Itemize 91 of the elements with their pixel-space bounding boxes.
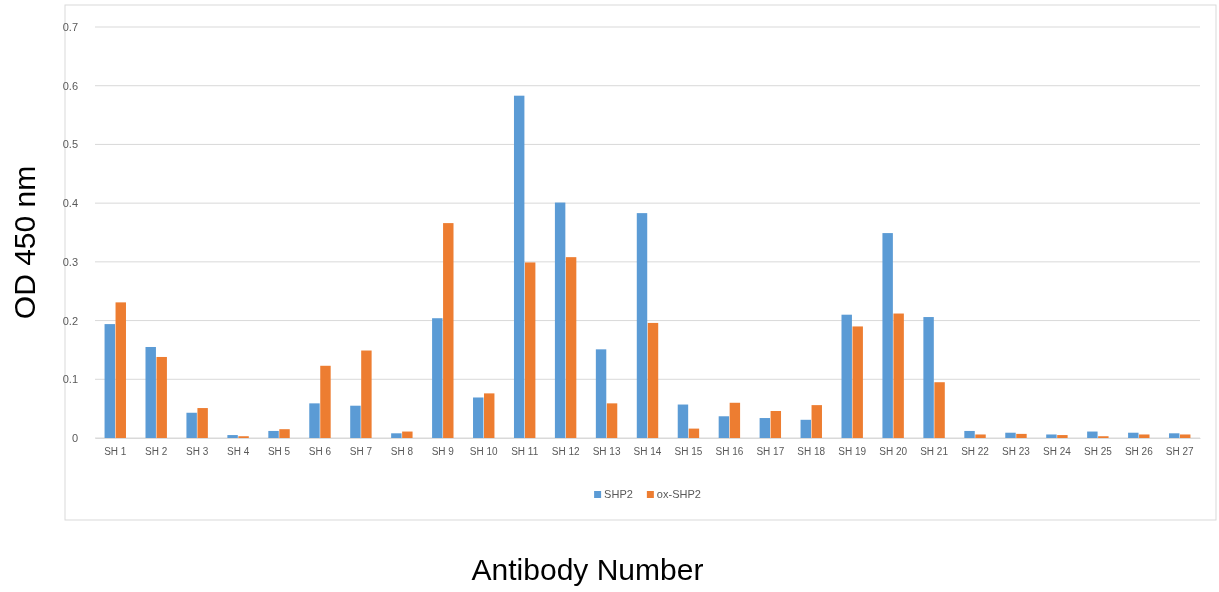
bar [186,412,197,438]
bar [513,95,525,438]
bar [361,350,372,438]
y-tick-label: 0.7 [62,21,78,34]
y-tick-label: 0 [71,432,78,445]
bar [115,302,126,438]
bar [964,430,975,438]
y-tick-label: 0.4 [62,197,78,210]
bar [1016,433,1027,438]
y-tick-label: 0.1 [62,373,78,386]
bar [524,262,536,438]
x-tick-label: SH 20 [879,446,908,457]
bar [227,435,238,438]
bar [156,356,167,438]
bar [443,223,454,438]
bar [350,405,361,438]
x-tick-label: SH 4 [226,446,250,457]
x-tick-label: SH 12 [551,446,580,457]
bar [1180,434,1191,438]
x-axis-title: Antibody Number [471,553,704,586]
y-tick-label: 0.5 [62,138,78,151]
x-tick-label: SH 6 [308,446,332,457]
bar [729,402,741,438]
x-tick-label: SH 16 [715,446,744,457]
legend-label: SHP2 [604,488,633,500]
bar [852,326,863,438]
bar [554,202,566,438]
x-tick-label: SH 23 [1002,446,1031,457]
y-tick-label: 0.6 [62,79,78,92]
bar [268,430,279,438]
bar [934,382,945,438]
x-tick-label: SH 21 [920,446,949,457]
x-tick-label: SH 27 [1165,446,1195,457]
x-tick-label: SH 19 [838,446,867,457]
bar [893,313,904,438]
bar [309,403,320,438]
x-tick-label: SH 26 [1124,446,1154,457]
x-tick-label: SH 1 [104,446,127,457]
x-tick-label: SH 17 [756,446,785,457]
bar [565,257,577,438]
bar [770,410,782,438]
bar [279,429,290,438]
bar [841,314,852,438]
y-axis-title: OD 450 nm [8,165,41,320]
x-tick-label: SH 3 [186,446,209,457]
bar [718,416,730,438]
bar [320,365,331,438]
bar [1139,434,1150,438]
bar [595,349,607,438]
bar [1087,431,1098,438]
x-tick-label: SH 11 [511,446,539,457]
bar [688,428,700,438]
bar [473,397,484,438]
x-tick-label: SH 5 [267,446,291,457]
bar [1005,432,1016,438]
bar [1046,434,1057,438]
x-tick-label: SH 2 [145,446,168,457]
bar [104,324,115,438]
bar [391,433,402,438]
bar [636,213,648,438]
bar [197,408,208,438]
bar [923,317,934,438]
x-tick-label: SH 14 [633,446,662,457]
x-tick-label: SH 8 [390,446,414,457]
bar [1169,433,1180,438]
x-tick-label: SH 24 [1043,446,1072,457]
bar [811,405,822,438]
bar [759,418,771,438]
x-tick-label: SH 13 [592,446,621,457]
x-tick-label: SH 7 [349,446,373,457]
bar [882,233,893,438]
x-tick-label: SH 18 [797,446,826,457]
bar [800,419,811,438]
bar [432,318,443,438]
bar [677,404,689,438]
x-tick-label: SH 25 [1083,446,1113,457]
bar [606,403,618,438]
x-tick-label: SH 15 [674,446,703,457]
bar [402,431,413,438]
y-tick-label: 0.2 [62,314,78,327]
x-tick-label: SH 9 [431,446,455,457]
x-tick-label: SH 10 [469,446,499,457]
bar [1128,432,1139,438]
bar [1057,435,1068,438]
x-tick-label: SH 22 [961,446,990,457]
y-tick-label: 0.3 [62,255,78,268]
bar [484,393,495,438]
bar [647,322,659,438]
legend-label: ox-SHP2 [656,488,701,500]
bar [145,346,156,438]
bar [975,434,986,438]
